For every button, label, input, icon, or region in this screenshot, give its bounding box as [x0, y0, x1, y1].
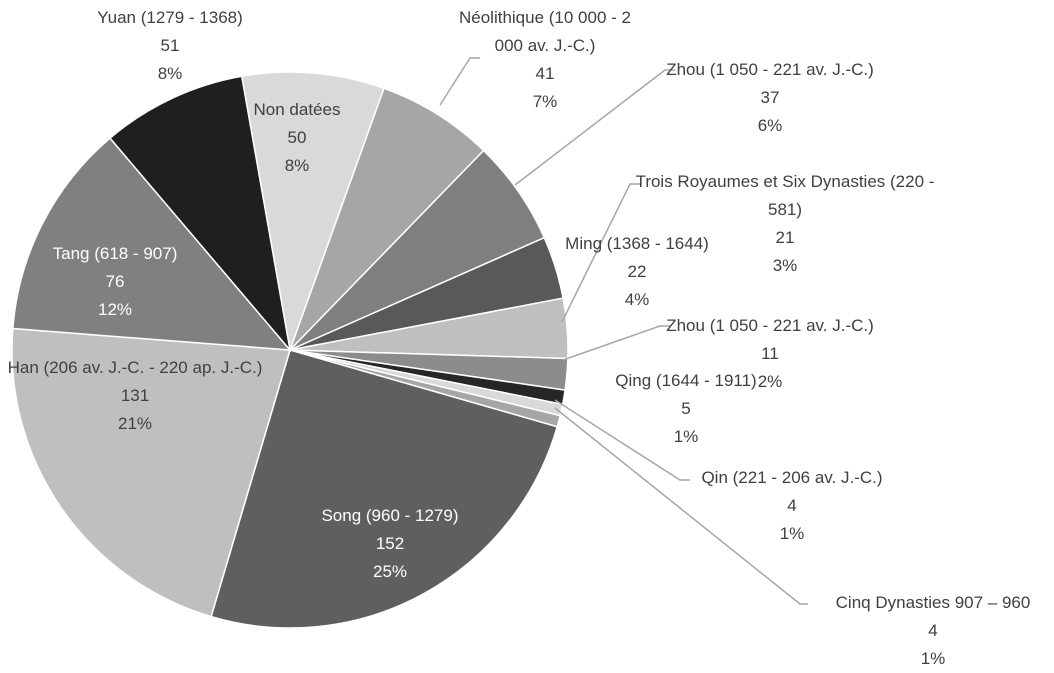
- slice-percent: 1%: [673, 427, 699, 446]
- slice-value: 37: [760, 88, 780, 107]
- pie-slice: [210, 349, 559, 629]
- leader-line: [439, 57, 480, 106]
- slice-value: 4: [787, 496, 797, 515]
- slice-name: Zhou (1 050 - 221 av. J.-C.): [666, 316, 874, 335]
- data-label: Qing (1644 - 1911) 5 1%: [596, 367, 776, 451]
- data-label: Néolithique (10 000 - 2 000 av. J.-C.) 41…: [445, 4, 645, 116]
- slice-percent: 12%: [97, 300, 133, 319]
- data-label: Trois Royaumes et Six Dynasties (220 - 5…: [630, 168, 940, 280]
- slice-value: 4: [928, 621, 938, 640]
- slice-name: Qin (221 - 206 av. J.-C.): [701, 468, 883, 487]
- data-label: Han (206 av. J.-C. - 220 ap. J.-C.) 131 21…: [0, 354, 275, 438]
- slice-value: 5: [681, 399, 691, 418]
- slice-percent: 2%: [757, 372, 783, 391]
- leader-line: [554, 399, 690, 481]
- pie-slice: [108, 75, 292, 353]
- slice-percent: 3%: [772, 256, 798, 275]
- data-label: Non datées 50 8%: [237, 96, 357, 180]
- slice-percent: 8%: [157, 64, 183, 83]
- data-label: Zhou (1 050 - 221 av. J.-C.) 37 6%: [635, 56, 905, 140]
- slice-percent: 7%: [532, 92, 558, 111]
- slice-value: 131: [120, 386, 150, 405]
- slice-name: Néolithique (10 000 - 2 000 av. J.-C.): [458, 8, 631, 55]
- slice-name: Ming (1368 - 1644): [565, 234, 709, 253]
- slice-name: Trois Royaumes et Six Dynasties (220 - 5…: [635, 172, 935, 219]
- data-label: Zhou (1 050 - 221 av. J.-C.) 11 2%: [635, 312, 905, 396]
- slice-name: Zhou (1 050 - 221 av. J.-C.): [666, 60, 874, 79]
- slice-value: 51: [160, 36, 180, 55]
- pie-slice: [289, 87, 485, 351]
- slice-percent: 4%: [624, 290, 650, 309]
- slice-percent: 1%: [779, 524, 805, 543]
- slice-percent: 1%: [920, 649, 946, 668]
- slice-percent: 6%: [757, 116, 783, 135]
- leader-line: [562, 325, 670, 361]
- data-label: Ming (1368 - 1644) 22 4%: [532, 230, 742, 314]
- slice-value: 152: [375, 534, 405, 553]
- slice-value: 50: [287, 128, 307, 147]
- pie-slice: [12, 137, 292, 351]
- slice-value: 41: [535, 64, 555, 83]
- data-label: Yuan (1279 - 1368) 51 8%: [60, 4, 280, 88]
- leader-line: [554, 407, 808, 605]
- slice-name: Song (960 - 1279): [321, 506, 459, 525]
- data-label: Tang (618 - 907) 76 12%: [20, 240, 210, 324]
- slice-value: 11: [761, 344, 779, 363]
- slice-percent: 25%: [372, 562, 408, 581]
- slice-name: Cinq Dynasties 907 – 960: [835, 593, 1031, 612]
- leader-line: [514, 69, 675, 186]
- slice-name: Yuan (1279 - 1368): [97, 8, 243, 27]
- slice-percent: 21%: [117, 414, 153, 433]
- slice-percent: 8%: [284, 156, 310, 175]
- data-label: Qin (221 - 206 av. J.-C.) 4 1%: [667, 464, 917, 548]
- data-label: Cinq Dynasties 907 – 960 4 1%: [803, 589, 1054, 673]
- slice-name: Qing (1644 - 1911): [615, 371, 757, 390]
- data-label: Song (960 - 1279) 152 25%: [280, 502, 500, 586]
- slice-name: Non datées: [253, 100, 341, 119]
- slice-name: Tang (618 - 907): [52, 244, 178, 263]
- pie-slice: [11, 327, 291, 618]
- slice-name: Han (206 av. J.-C. - 220 ap. J.-C.): [7, 358, 263, 377]
- slice-value: 21: [775, 228, 795, 247]
- slice-value: 22: [627, 262, 647, 281]
- pie-slice: [240, 71, 385, 353]
- leader-line: [561, 183, 640, 323]
- slice-value: 76: [105, 272, 125, 291]
